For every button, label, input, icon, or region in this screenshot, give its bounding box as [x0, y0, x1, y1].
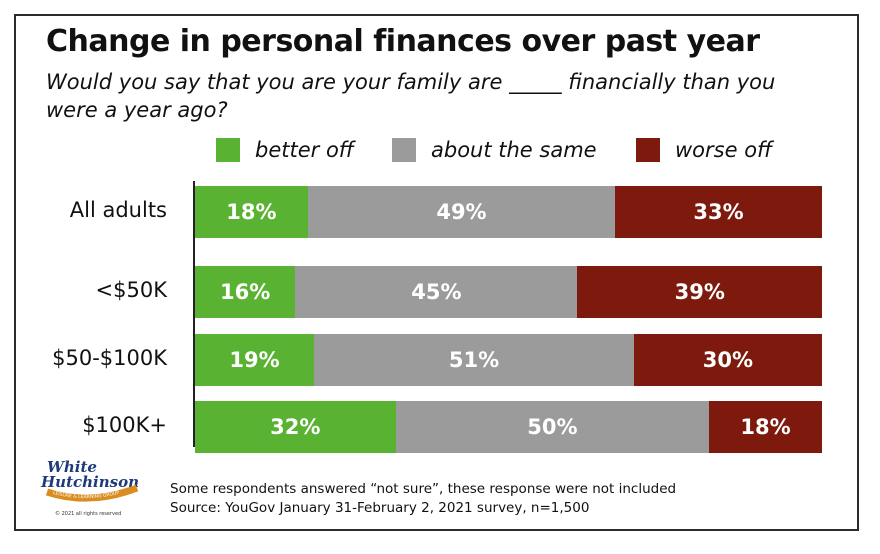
- data-label: 49%: [436, 200, 487, 224]
- chart-title: Change in personal finances over past ye…: [46, 24, 760, 59]
- legend-item-about-the-same: about the same: [392, 135, 597, 165]
- legend-label-worse-off: worse off: [675, 138, 773, 162]
- bar-segment: 16%: [195, 266, 296, 318]
- legend-swatch-about-the-same: [392, 138, 416, 162]
- bar-segment: 32%: [195, 401, 396, 453]
- data-label: 16%: [220, 280, 271, 304]
- bar-segment: 19%: [195, 334, 315, 386]
- category-label: All adults: [69, 198, 167, 222]
- logo-copyright: © 2021 all rights reserved: [55, 510, 121, 517]
- legend-swatch-worse-off: [636, 138, 660, 162]
- category-label: $50-$100K: [52, 346, 167, 370]
- bar-segment: 30%: [633, 334, 822, 386]
- legend-item-better-off: better off: [216, 135, 354, 165]
- legend-label-about-the-same: about the same: [431, 138, 597, 162]
- data-label: 19%: [229, 348, 280, 372]
- category-axis-line: [193, 181, 195, 447]
- data-label: 50%: [527, 415, 578, 439]
- logo-arc: [45, 484, 139, 502]
- bar-segment: 18%: [709, 401, 822, 453]
- logo: White Hutchinson LEISURE & LEARNING GROU…: [35, 458, 145, 520]
- bar-segment: 18%: [195, 186, 308, 238]
- category-label: <$50K: [95, 278, 167, 302]
- legend: better off about the same worse off: [0, 135, 880, 165]
- bar-segment: 33%: [615, 186, 822, 238]
- data-label: 33%: [693, 200, 744, 224]
- footnote-note: Some respondents answered “not sure”, th…: [170, 481, 677, 497]
- bar-segment: 51%: [314, 334, 634, 386]
- data-label: 51%: [448, 348, 500, 372]
- data-label: 18%: [226, 200, 277, 224]
- chart-subtitle: Would you say that you are your family a…: [46, 70, 776, 122]
- footnote-source: Source: YouGov January 31-February 2, 20…: [170, 500, 590, 516]
- logo-text-white: White: [47, 458, 97, 476]
- data-label: 18%: [740, 415, 791, 439]
- data-label: 32%: [270, 415, 321, 439]
- bar-segment: 50%: [395, 401, 710, 453]
- logo-text-hutchinson: Hutchinson: [40, 473, 139, 491]
- bar-segment: 45%: [295, 266, 578, 318]
- legend-swatch-better-off: [216, 138, 240, 162]
- category-label: $100K+: [82, 413, 167, 437]
- data-label: 39%: [674, 280, 725, 304]
- bar-segment: 49%: [307, 186, 616, 238]
- bar-segment: 39%: [577, 266, 822, 318]
- data-label: 45%: [411, 280, 462, 304]
- logo-graphic: White Hutchinson LEISURE & LEARNING GROU…: [40, 458, 139, 517]
- legend-label-better-off: better off: [255, 138, 354, 162]
- data-label: 30%: [702, 348, 754, 372]
- footnote: Some respondents answered “not sure”, th…: [170, 480, 676, 518]
- legend-item-worse-off: worse off: [636, 135, 772, 165]
